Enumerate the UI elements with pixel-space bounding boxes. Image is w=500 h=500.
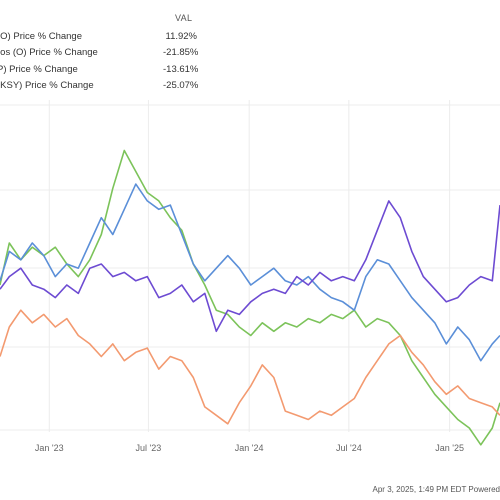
- grid-lines: [0, 100, 500, 432]
- x-axis-ticks: Jan '23 Jul '23 Jan '24 Jul '24 Jan '25: [35, 443, 464, 453]
- legend-label: (O) Price % Change: [0, 31, 83, 42]
- legend: VAL (O) Price % Change 11.92% ros (O) Pr…: [0, 0, 500, 100]
- legend-row: P) Price % Change -13.61%: [0, 64, 500, 78]
- x-tick-label: Jul '23: [136, 443, 162, 453]
- x-tick-label: Jan '24: [235, 443, 264, 453]
- legend-header: VAL: [175, 13, 193, 23]
- legend-row: ros (O) Price % Change -21.85%: [0, 47, 500, 61]
- series-line: [0, 200, 500, 333]
- legend-value: -21.85%: [163, 47, 199, 58]
- legend-value: 11.92%: [165, 31, 197, 42]
- x-tick-label: Jan '25: [435, 443, 464, 453]
- x-tick-label: Jul '24: [336, 443, 362, 453]
- legend-label: (KSY) Price % Change: [0, 80, 94, 91]
- series-layer: [0, 149, 500, 446]
- x-tick-label: Jan '23: [35, 443, 64, 453]
- series-line: [0, 183, 500, 362]
- series-line: [0, 309, 500, 425]
- chart-footer: Apr 3, 2025, 1:49 PM EDT Powered: [372, 485, 500, 494]
- legend-row: (KSY) Price % Change -25.07%: [0, 80, 500, 94]
- legend-value: -25.07%: [163, 80, 199, 91]
- legend-label: ros (O) Price % Change: [0, 47, 98, 58]
- series-line: [0, 149, 500, 446]
- legend-row: (O) Price % Change 11.92%: [0, 31, 500, 45]
- legend-value: -13.61%: [163, 64, 199, 75]
- legend-label: P) Price % Change: [0, 64, 78, 75]
